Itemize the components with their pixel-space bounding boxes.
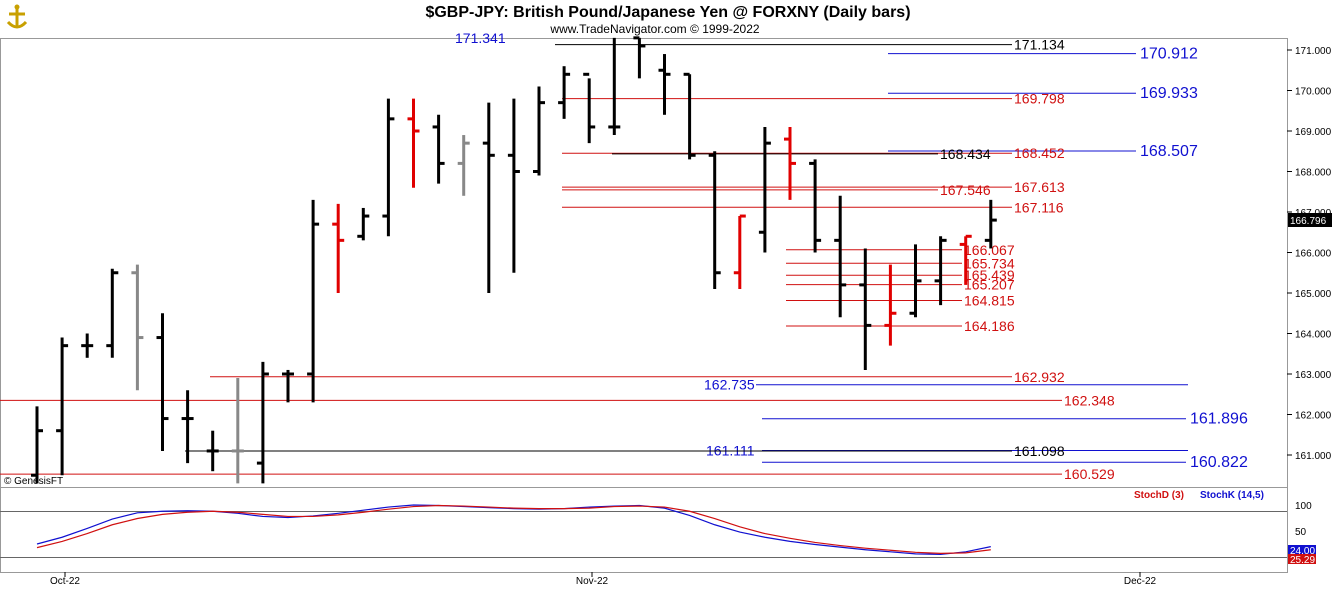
level-label: 164.186 [964, 318, 1015, 334]
x-tick-label: Oct-22 [50, 576, 80, 587]
level-lines: 171.134 170.912 169.933 169.798 168.507 168.4… [0, 30, 1248, 482]
stoch-line [36, 504, 991, 554]
y-tick-label: 164.000 [1295, 330, 1332, 341]
y-tick-label: 165.000 [1295, 289, 1332, 300]
y-tick-label: 171.000 [1295, 46, 1332, 57]
level-label: 170.912 [1140, 46, 1198, 63]
stochk-last-label: 24.00 [1290, 546, 1315, 557]
stochd-last-label: 25.29 [1290, 555, 1315, 566]
level-label: 169.798 [1014, 91, 1065, 107]
stoch-panel-frame [0, 487, 1288, 573]
level-label: 166.067 [964, 242, 1015, 258]
stoch-tick-label: 100 [1295, 501, 1312, 512]
watermark: © GenesisFT [4, 476, 63, 487]
price-panel-frame [0, 38, 1288, 488]
level-label: 165.734 [964, 255, 1015, 271]
level-label: 160.529 [1064, 466, 1115, 482]
stochk-last-box [1288, 545, 1316, 555]
date-axis: Oct-22 Nov-22 Dec-22 [50, 572, 1157, 587]
y-tick-label: 161.000 [1295, 451, 1332, 462]
level-label: 169.933 [1140, 85, 1198, 102]
y-tick-label: 166.000 [1295, 249, 1332, 260]
y-tick-label: 169.000 [1295, 127, 1332, 138]
trade-navigator-logo-icon [2, 3, 32, 33]
level-label: 168.507 [1140, 143, 1198, 160]
y-tick-label: 163.000 [1295, 370, 1332, 381]
y-tick-label: 170.000 [1295, 87, 1332, 98]
y-tick-label: 162.000 [1295, 411, 1332, 422]
level-label: 162.735 [704, 377, 755, 393]
y-tick-label: 168.000 [1295, 168, 1332, 179]
legend-stochd: StochD (3) [1134, 490, 1184, 501]
level-label: 167.546 [940, 182, 991, 198]
level-label: 161.111 [706, 443, 755, 459]
level-label: 162.348 [1064, 392, 1115, 408]
level-label: 167.613 [1014, 179, 1065, 195]
price-axis: 161.000 162.000 163.000 164.000 165.000 166.0… [1287, 46, 1332, 462]
level-label: 171.134 [1014, 37, 1065, 53]
level-label: 165.207 [964, 277, 1015, 293]
price-bars [31, 36, 997, 484]
stoch-tick-label: 50 [1295, 527, 1307, 538]
stochd-last-box [1288, 554, 1316, 564]
level-label: 161.896 [1190, 411, 1248, 428]
x-tick-label: Nov-22 [576, 576, 609, 587]
last-price-box [1288, 213, 1332, 227]
level-label: 167.116 [1014, 199, 1064, 215]
x-tick-label: Dec-22 [1124, 576, 1157, 587]
legend-stochk: StochK (14,5) [1200, 490, 1264, 501]
level-label: 168.434 [940, 146, 991, 162]
chart-subtitle: www.TradeNavigator.com © 1999-2022 [549, 22, 759, 36]
level-label: 160.822 [1190, 454, 1248, 471]
level-label: 165.439 [964, 267, 1015, 283]
level-label: 171.341 [455, 30, 506, 46]
level-label: 168.452 [1014, 145, 1065, 161]
last-price-label: 166.796 [1290, 216, 1327, 227]
level-label: 164.815 [964, 292, 1015, 308]
level-label: 161.098 [1014, 443, 1065, 459]
level-label: 162.932 [1014, 369, 1065, 385]
chart-title: $GBP-JPY: British Pound/Japanese Yen @ F… [425, 4, 910, 21]
